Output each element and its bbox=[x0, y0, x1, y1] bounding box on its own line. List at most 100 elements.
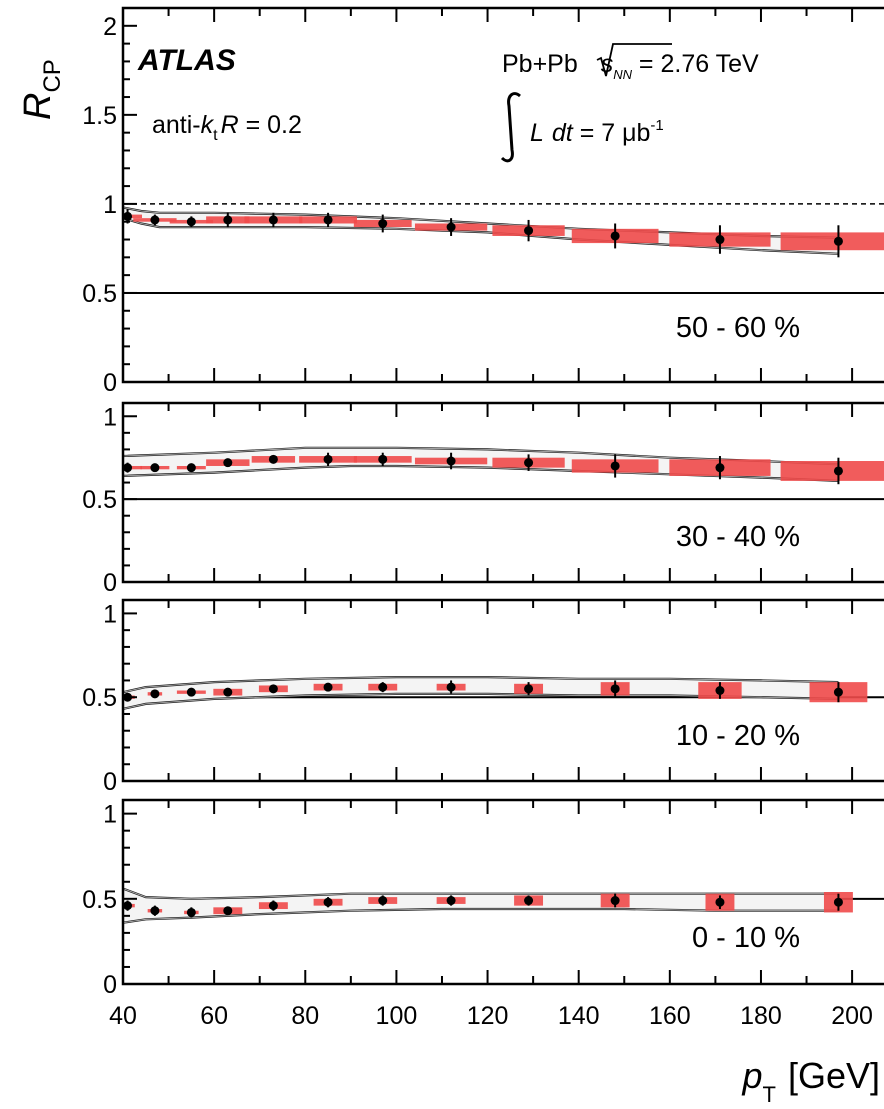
x-tick-label: 160 bbox=[649, 1002, 691, 1030]
y-tick-label: 0.5 bbox=[82, 684, 117, 712]
algo-suffix: = 0.2 bbox=[239, 111, 302, 139]
data-point bbox=[378, 454, 388, 464]
data-point bbox=[446, 896, 456, 906]
lumi-L: L bbox=[530, 119, 544, 147]
data-point bbox=[123, 901, 133, 911]
systematic-box bbox=[123, 465, 143, 470]
data-point bbox=[446, 456, 456, 466]
y-tick-label: 1 bbox=[103, 600, 117, 628]
algo-t: t bbox=[213, 127, 218, 144]
algo-R: R bbox=[221, 111, 239, 139]
jet-algorithm-label: anti-kt R = 0.2 bbox=[152, 111, 302, 144]
data-point bbox=[150, 215, 160, 225]
data-point bbox=[150, 689, 160, 699]
y-axis-title: RCP bbox=[17, 59, 66, 120]
annotations: ATLAS anti-kt R = 0.2 Pb+Pb sNN = 2.76 TeV L… bbox=[137, 43, 759, 163]
panel-frame bbox=[121, 6, 884, 384]
y-tick-label: 1.5 bbox=[82, 102, 117, 130]
data-point bbox=[150, 906, 160, 916]
x-tick-label: 40 bbox=[109, 1002, 137, 1030]
panel-frame bbox=[121, 798, 884, 986]
data-point bbox=[268, 901, 278, 911]
data-point bbox=[524, 458, 534, 468]
data-point bbox=[610, 684, 620, 694]
data-point bbox=[150, 463, 160, 473]
data-point bbox=[186, 687, 196, 697]
centrality-label: 50 - 60 % bbox=[676, 312, 800, 344]
data-point bbox=[123, 211, 133, 221]
panel-3: 0 0.5 1 10 - 20 % bbox=[82, 598, 884, 796]
data-point bbox=[610, 231, 620, 241]
band-upper-inner bbox=[123, 676, 839, 693]
band-lower-inner bbox=[123, 908, 839, 924]
x-tick-label: 60 bbox=[200, 1002, 228, 1030]
y-tick-label: 0 bbox=[103, 369, 117, 397]
atlas-label: ATLAS bbox=[137, 44, 236, 77]
centrality-label: 0 - 10 % bbox=[692, 922, 800, 954]
lumi-value: = 7 μb bbox=[573, 119, 651, 147]
plot-area bbox=[123, 887, 884, 924]
data-point bbox=[715, 463, 725, 473]
data-point bbox=[610, 461, 620, 471]
panel-frame bbox=[121, 401, 884, 584]
panel-2: 0 0.5 1 30 - 40 % bbox=[82, 401, 884, 597]
y-tick-label: 0.5 bbox=[82, 486, 117, 514]
data-point bbox=[378, 218, 388, 228]
panel-4: 0 0.5 1 0 - 10 % bbox=[82, 798, 884, 999]
collision-label: Pb+Pb sNN = 2.76 TeV bbox=[502, 50, 759, 82]
x-tick-label: 140 bbox=[558, 1002, 600, 1030]
data-point bbox=[715, 897, 725, 907]
algo-prefix: anti- bbox=[152, 111, 201, 139]
x-axis-title: pT [GeV] bbox=[741, 1055, 880, 1107]
y-tick-label: 0 bbox=[103, 971, 117, 999]
data-point bbox=[323, 897, 333, 907]
data-point bbox=[833, 687, 843, 697]
x-axis-unit: [GeV] bbox=[788, 1055, 880, 1096]
y-tick-label: 1 bbox=[103, 403, 117, 431]
panel-1: 0 0.5 1 1.5 2 50 - 60 % bbox=[82, 6, 884, 397]
band-upper-inner bbox=[123, 447, 839, 465]
collision-suffix: = 2.76 TeV bbox=[632, 50, 759, 78]
data-point bbox=[715, 686, 725, 695]
data-point bbox=[446, 682, 456, 692]
x-tick-label: 100 bbox=[376, 1002, 418, 1030]
lumi-exp: -1 bbox=[650, 117, 663, 134]
y-tick-label: 0.5 bbox=[82, 280, 117, 308]
plot-area bbox=[123, 676, 884, 710]
collision-prefix: Pb+Pb bbox=[502, 50, 585, 78]
y-axis-subscript: CP bbox=[39, 59, 66, 92]
data-point bbox=[323, 215, 333, 225]
x-axis-symbol: p bbox=[741, 1055, 762, 1096]
data-point bbox=[186, 217, 196, 227]
band-lower-inner bbox=[123, 217, 839, 255]
data-point bbox=[186, 463, 196, 473]
x-tick-label: 200 bbox=[831, 1002, 873, 1030]
data-point bbox=[323, 454, 333, 464]
band-lower-inner bbox=[123, 465, 839, 482]
data-point bbox=[715, 235, 725, 245]
data-point bbox=[524, 684, 534, 694]
systematic-box bbox=[123, 214, 143, 219]
band-upper-inner bbox=[123, 888, 839, 900]
plot-area bbox=[123, 446, 884, 501]
systematic-box bbox=[780, 232, 884, 251]
x-tick-label: 180 bbox=[740, 1002, 782, 1030]
y-tick-label: 1 bbox=[103, 801, 117, 829]
y-axis-symbol: R bbox=[17, 93, 59, 120]
x-tick-label: 120 bbox=[467, 1002, 509, 1030]
x-tick-label: 80 bbox=[291, 1002, 319, 1030]
data-point bbox=[524, 226, 534, 236]
data-point bbox=[833, 236, 843, 246]
systematic-box bbox=[780, 461, 884, 481]
y-tick-label: 2 bbox=[103, 13, 117, 41]
collision-nn: NN bbox=[613, 67, 632, 82]
data-point bbox=[268, 454, 278, 464]
data-point bbox=[223, 906, 233, 916]
data-point bbox=[524, 896, 534, 906]
y-tick-label: 0 bbox=[103, 569, 117, 597]
data-point bbox=[610, 896, 620, 906]
data-point bbox=[223, 215, 233, 225]
data-point bbox=[446, 222, 456, 232]
